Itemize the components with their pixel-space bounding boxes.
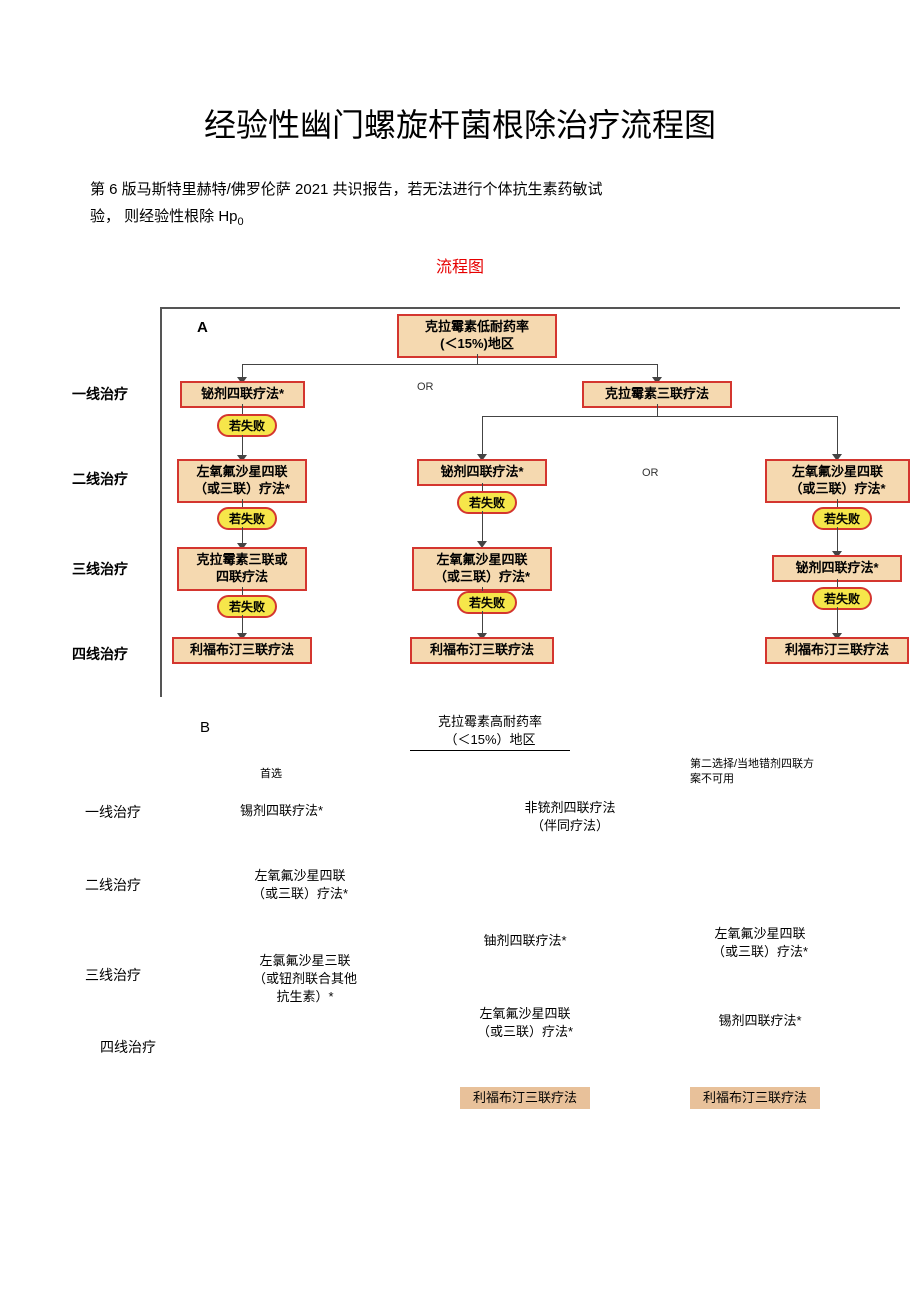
b-subleft: 首选 — [260, 767, 282, 782]
conn — [482, 511, 483, 543]
b-subright: 第二选择/当地错剂四联方 案不可用 — [690, 757, 850, 788]
b-c1-l1: 锡剂四联疗法* — [240, 802, 323, 820]
b-mid-l1: 非铳剂四联疗法 （伴同疗法） — [500, 799, 640, 835]
conn — [242, 435, 243, 457]
b-line1-label: 一线治疗 — [85, 802, 141, 822]
fail-pill: 若失败 — [217, 507, 277, 530]
conn — [837, 607, 838, 635]
c1-l3: 克拉霉素三联或 四联疗法 — [177, 547, 307, 591]
flow-heading: 流程图 — [40, 253, 880, 277]
line3-label: 三线治疗 — [72, 559, 147, 579]
c3-l4: 利福布汀三联疗法 — [765, 637, 909, 664]
intro-sub: 0 — [238, 216, 244, 228]
c1-l4: 利福布汀三联疗法 — [172, 637, 312, 664]
c2-l2: 铋剂四联疗法* — [417, 459, 547, 486]
b-line2-label: 二线治疗 — [85, 875, 141, 895]
conn — [837, 416, 838, 456]
b-c3-l4: 利福布汀三联疗法 — [690, 1087, 820, 1109]
root-box: 克拉霉素低耐药率 (＜15%)地区 — [397, 314, 557, 358]
b-c3-l3a: 左氧氟沙星四联 （或三联）疗法* — [690, 925, 830, 961]
c2-l4: 利福布汀三联疗法 — [410, 637, 554, 664]
conn — [657, 404, 658, 416]
b-c3-l3b: 锡剂四联疗法* — [690, 1012, 830, 1030]
fail-pill: 若失败 — [812, 507, 872, 530]
line1-label: 一线治疗 — [72, 384, 147, 404]
c3-l3: 铋剂四联疗法* — [772, 555, 902, 582]
doc-title: 经验性幽门螺旋杆菌根除治疗流程图 — [40, 100, 880, 146]
fail-pill: 若失败 — [217, 414, 277, 437]
conn — [482, 416, 837, 417]
conn — [482, 416, 483, 456]
conn — [242, 615, 243, 635]
intro-line2: 验， 则经验性根除 Hp — [90, 208, 238, 225]
b-mid-l4: 利福布汀三联疗法 — [460, 1087, 590, 1109]
b-header: 克拉霉素高耐药率 （＜15%）地区 — [410, 713, 570, 749]
conn — [837, 527, 838, 553]
conn — [242, 364, 657, 365]
conn — [482, 611, 483, 635]
b-c1-l3: 左氯氟沙星三联 （或钮剂联合其他 抗生素）* — [240, 952, 370, 1007]
or-text: OR — [417, 381, 434, 393]
chart-b: B 克拉霉素高耐药率 （＜15%）地区 首选 第二选择/当地错剂四联方 案不可用… — [160, 717, 900, 1117]
intro-line1: 第 6 版马斯特里赫特/佛罗伦萨 2021 共识报告，若无法进行个体抗生素药敏试 — [90, 181, 603, 198]
b-line4-label: 四线治疗 — [100, 1037, 156, 1057]
label-b: B — [200, 717, 210, 738]
fail-pill: 若失败 — [457, 491, 517, 514]
or-text: OR — [642, 467, 659, 479]
conn — [477, 354, 478, 364]
b-mid-l3a: 铀剂四联疗法* — [460, 932, 590, 950]
fail-pill: 若失败 — [217, 595, 277, 618]
c3-l2: 左氧氟沙星四联 （或三联）疗法* — [765, 459, 910, 503]
b-mid-l3b: 左氧氟沙星四联 （或三联）疗法* — [460, 1005, 590, 1041]
chart-a: A 一线治疗 二线治疗 三线治疗 四线治疗 克拉霉素低耐药率 (＜15%)地区 … — [160, 307, 900, 697]
fail-pill: 若失败 — [457, 591, 517, 614]
fail-pill: 若失败 — [812, 587, 872, 610]
line4-label: 四线治疗 — [72, 644, 147, 664]
line2-label: 二线治疗 — [72, 469, 147, 489]
intro-paragraph: 第 6 版马斯特里赫特/佛罗伦萨 2021 共识报告，若无法进行个体抗生素药敏试… — [40, 176, 880, 233]
b-underline — [410, 750, 570, 751]
c2-l3: 左氧氟沙星四联 （或三联）疗法* — [412, 547, 552, 591]
c1-l2: 左氧氟沙星四联 （或三联）疗法* — [177, 459, 307, 503]
label-a: A — [197, 319, 208, 336]
b-line3-label: 三线治疗 — [85, 965, 141, 985]
b-c1-l2: 左氧氟沙星四联 （或三联）疗法* — [240, 867, 360, 903]
